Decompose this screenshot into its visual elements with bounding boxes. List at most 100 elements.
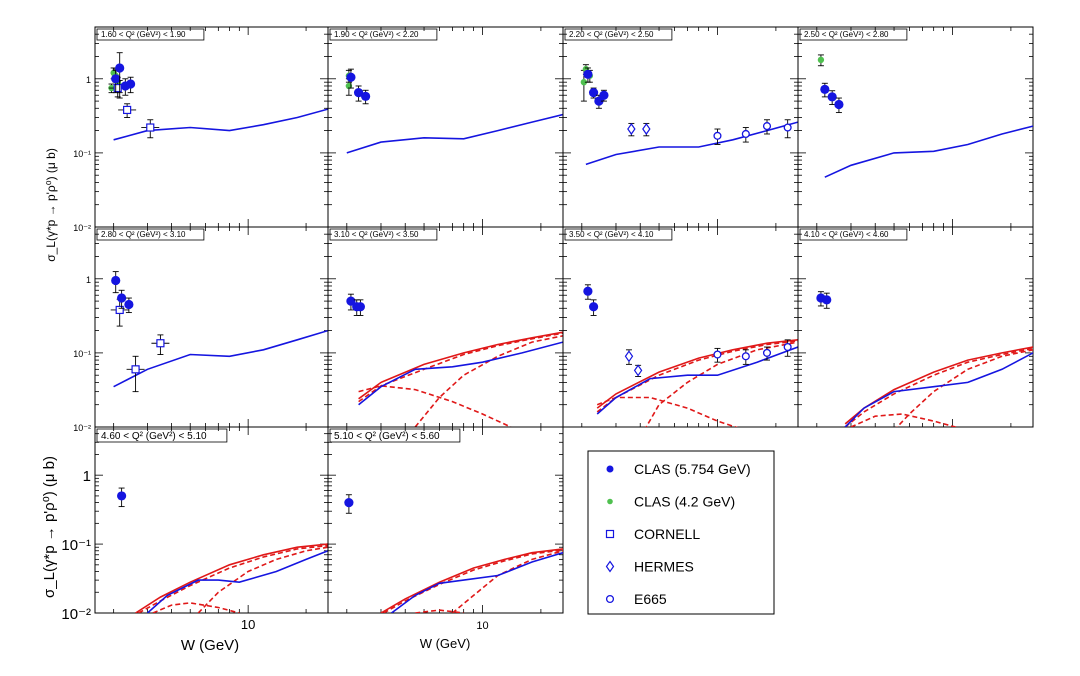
point-clas-5.754 xyxy=(822,292,832,309)
point-e665 xyxy=(762,119,772,135)
panel-title: 3.10 < Q² (GeV²) < 3.50 xyxy=(334,230,419,239)
legend-label: CLAS (4.2 GeV) xyxy=(634,494,735,510)
panel-1: 10⁻² 10⁻¹ 1 1.60 < Q² (GeV²) < 1.90 xyxy=(73,26,329,233)
panel-frame xyxy=(94,26,329,228)
panel-3: 2.20 < Q² (GeV²) < 2.50 xyxy=(562,26,799,228)
panel-title-box xyxy=(799,228,908,241)
axis-ticks xyxy=(563,26,798,228)
point-clas-5.754 xyxy=(346,293,356,311)
axis-ticks xyxy=(798,226,1033,428)
y-tick-label: 1 xyxy=(83,468,91,485)
point-clas-5.754 xyxy=(346,68,356,89)
legend-label: E665 xyxy=(634,591,667,607)
curve-red-dashed xyxy=(197,546,328,613)
point-clas-5.754 xyxy=(361,89,371,105)
point-e665 xyxy=(713,347,722,363)
axis-ticks xyxy=(328,26,563,228)
panel-title-box xyxy=(96,428,228,443)
point-hermes xyxy=(627,122,636,137)
panel-7: 3.50 < Q² (GeV²) < 4.10 xyxy=(562,226,799,428)
open-diamond-icon xyxy=(605,560,615,573)
curve-blue-solid xyxy=(113,329,328,388)
panel-frame xyxy=(797,26,1034,228)
axis-ticks xyxy=(95,426,328,614)
panel-title: 2.80 < Q² (GeV²) < 3.10 xyxy=(101,230,186,239)
point-cornell xyxy=(126,355,145,393)
panel-title-box xyxy=(96,28,205,41)
panel-title-box xyxy=(96,228,205,241)
panel-title-box xyxy=(799,28,908,41)
y-tick-label: 10⁻² xyxy=(73,423,91,433)
point-clas-5.754 xyxy=(588,87,599,99)
curve-red-dashed xyxy=(645,341,798,427)
legend-item: CLAS (5.754 GeV) xyxy=(606,461,751,477)
curve-red-dashed xyxy=(596,396,739,427)
panel-10: 10 5.10 < Q² (GeV²) < 5.60 xyxy=(327,426,564,632)
curve-blue-solid xyxy=(113,108,328,141)
curve-blue-solid xyxy=(358,341,563,406)
point-e665 xyxy=(783,339,792,357)
curve-red-dashed xyxy=(138,544,328,613)
axis-ticks xyxy=(95,226,328,428)
axis-ticks xyxy=(95,26,328,228)
curve-red-dashed xyxy=(414,335,563,427)
point-cornell xyxy=(151,334,170,355)
axis-ticks xyxy=(798,26,1033,228)
axis-ticks xyxy=(328,426,563,614)
panel-frame xyxy=(562,26,799,228)
point-e665 xyxy=(741,349,750,365)
y-axis-label-top: σ_L(γ*p → p'ρ⁰) (μ b) xyxy=(44,148,58,262)
curve-blue-solid xyxy=(844,352,1033,427)
legend-item: CORNELL xyxy=(605,526,700,542)
panel-frame xyxy=(94,226,329,428)
legend: CLAS (5.754 GeV) CLAS (4.2 GeV) CORNELL HER… xyxy=(587,450,775,615)
point-clas-5.754 xyxy=(353,85,364,102)
panel-title: 2.20 < Q² (GeV²) < 2.50 xyxy=(569,30,654,39)
point-e665 xyxy=(713,128,722,145)
point-clas-5.754 xyxy=(827,90,837,105)
panel-grid: 10⁻² 10⁻¹ 1 1.60 < Q² (GeV²) < 1.90 1.90 < Q… xyxy=(61,26,1034,632)
point-clas-5.754 xyxy=(344,494,354,514)
panel-frame xyxy=(327,226,564,428)
y-tick-label: 10⁻¹ xyxy=(73,149,91,159)
panel-9: 10⁻² 10⁻¹ 1 10 4.60 < Q² (GeV²) < 5.10 xyxy=(61,426,329,632)
point-e665 xyxy=(783,119,792,139)
curve-red-dashed xyxy=(152,602,240,613)
curve-blue-solid xyxy=(391,551,563,613)
point-clas-5.754 xyxy=(355,299,366,316)
legend-label: HERMES xyxy=(634,559,694,575)
panel-8: 4.10 < Q² (GeV²) < 4.60 xyxy=(797,226,1034,428)
y-tick-label: 10⁻² xyxy=(73,223,91,233)
point-clas-5.754 xyxy=(111,271,121,294)
panel-frame xyxy=(797,226,1034,428)
point-hermes xyxy=(633,364,643,377)
legend-item: HERMES xyxy=(605,559,694,575)
point-clas-5.754 xyxy=(126,76,136,94)
panel-title: 1.60 < Q² (GeV²) < 1.90 xyxy=(101,30,186,39)
point-clas-5.754 xyxy=(820,82,830,98)
panel-title: 4.60 < Q² (GeV²) < 5.10 xyxy=(101,431,207,442)
panel-title: 3.50 < Q² (GeV²) < 4.10 xyxy=(569,230,654,239)
panel-title: 4.10 < Q² (GeV²) < 4.60 xyxy=(804,230,889,239)
point-clas-5.754 xyxy=(117,289,127,309)
open-circle-icon xyxy=(605,594,615,604)
curve-blue-solid xyxy=(824,125,1033,178)
curve-red-solid xyxy=(380,548,563,613)
curve-red-solid xyxy=(596,339,798,409)
curve-red-solid xyxy=(358,331,563,400)
legend-item: CLAS (4.2 GeV) xyxy=(607,494,735,510)
curve-red-dashed xyxy=(383,549,563,613)
point-hermes xyxy=(642,122,651,137)
legend-box xyxy=(587,450,775,615)
x-axis-label-2: W (GeV) xyxy=(420,636,471,651)
curve-red-dashed xyxy=(358,332,563,403)
point-clas-5.754 xyxy=(583,67,593,83)
panel-title-box xyxy=(329,428,461,443)
x-tick-label: 10 xyxy=(241,617,255,632)
panel-title-box xyxy=(564,228,673,241)
point-clas-5.754 xyxy=(583,284,593,300)
y-tick-label: 1 xyxy=(86,75,91,85)
panel-title-box xyxy=(564,28,673,41)
curve-red-solid xyxy=(135,543,328,613)
